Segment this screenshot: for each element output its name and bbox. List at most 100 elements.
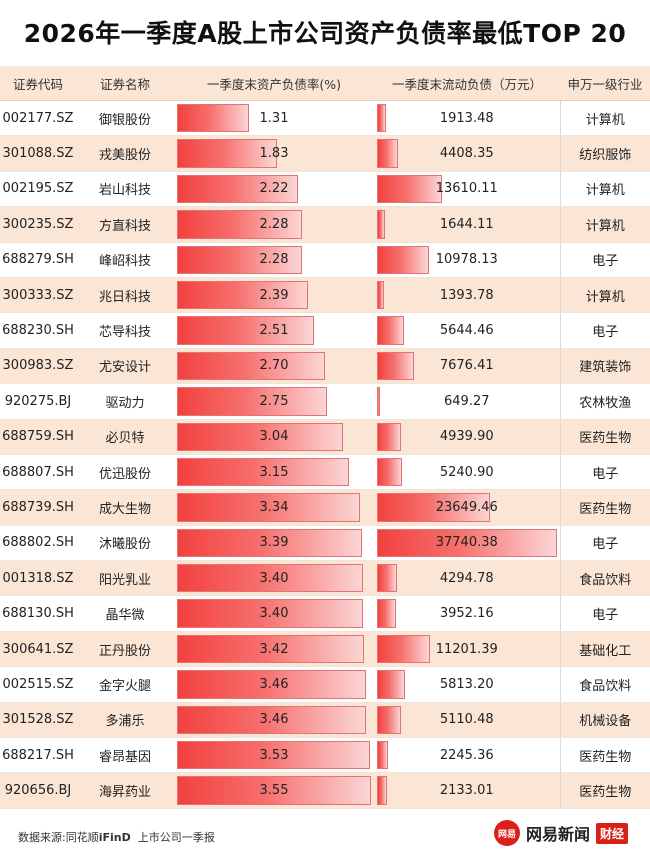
debt-ratio-bar bbox=[177, 245, 302, 274]
cell-industry: 医药生物 bbox=[559, 737, 650, 774]
table-row: 688759.SH 必贝特 3.04 4939.90 医药生物 bbox=[0, 419, 650, 455]
header-name: 证券名称 bbox=[76, 66, 174, 101]
current-liabilities-value: 10978.13 bbox=[435, 252, 498, 268]
current-liabilities-bar bbox=[377, 139, 399, 168]
current-liabilities-bar bbox=[377, 316, 404, 345]
debt-ratio-value: 3.40 bbox=[259, 606, 289, 622]
table-row: 688279.SH 峰岹科技 2.28 10978.13 电子 bbox=[0, 242, 650, 278]
debt-ratio-bar bbox=[177, 316, 315, 345]
debt-ratio-bar bbox=[177, 776, 371, 805]
cell-name: 戎美股份 bbox=[76, 135, 174, 172]
table-row: 688739.SH 成大生物 3.34 23649.46 医药生物 bbox=[0, 489, 650, 526]
table-row: 301528.SZ 多浦乐 3.46 5110.48 机械设备 bbox=[0, 702, 650, 739]
cell-debt-ratio: 3.42 bbox=[174, 631, 374, 668]
current-liabilities-value: 11201.39 bbox=[435, 641, 498, 657]
debt-ratio-value: 2.70 bbox=[259, 358, 289, 374]
cell-debt-ratio: 3.04 bbox=[174, 419, 374, 455]
table-row: 301088.SZ 戎美股份 1.83 4408.35 纺织服饰 bbox=[0, 135, 650, 172]
debt-ratio-value: 2.28 bbox=[259, 216, 289, 232]
cell-code: 688217.SH bbox=[0, 737, 76, 774]
cell-industry: 农林牧渔 bbox=[559, 383, 650, 420]
current-liabilities-bar bbox=[377, 599, 396, 628]
debt-ratio-value: 3.15 bbox=[259, 464, 289, 480]
current-liabilities-value: 4408.35 bbox=[439, 146, 494, 162]
cell-debt-ratio: 3.53 bbox=[174, 737, 374, 774]
cell-current-liabilities: 13610.11 bbox=[374, 171, 560, 208]
data-source-tail: 上市公司一季报 bbox=[137, 831, 215, 844]
cell-name: 晶华微 bbox=[76, 595, 174, 632]
debt-ratio-bar bbox=[177, 210, 302, 239]
debt-ratio-bar bbox=[177, 387, 328, 416]
current-liabilities-value: 2133.01 bbox=[439, 783, 494, 799]
netease-logo-icon: 网易 bbox=[493, 820, 520, 846]
brand-name: 网易新闻 bbox=[525, 825, 590, 844]
cell-name: 沐曦股份 bbox=[76, 525, 174, 562]
cell-industry: 医药生物 bbox=[559, 489, 650, 526]
current-liabilities-bar bbox=[377, 387, 381, 416]
header-current-liabilities: 一季度末流动负债（万元） bbox=[374, 66, 560, 101]
cell-code: 002515.SZ bbox=[0, 666, 76, 703]
cell-name: 兆日科技 bbox=[76, 277, 174, 314]
page-title: 2026年一季度A股上市公司资产负债率最低TOP 20 bbox=[23, 19, 627, 48]
debt-ratio-bar bbox=[177, 741, 370, 770]
debt-ratio-bar bbox=[177, 104, 249, 133]
cell-current-liabilities: 5813.20 bbox=[374, 666, 560, 703]
debt-ratio-value: 3.40 bbox=[259, 570, 289, 586]
cell-code: 002195.SZ bbox=[0, 171, 76, 208]
cell-current-liabilities: 1393.78 bbox=[374, 277, 560, 314]
cell-code: 688230.SH bbox=[0, 312, 76, 349]
table-row: 688802.SH 沐曦股份 3.39 37740.38 电子 bbox=[0, 525, 650, 562]
debt-ratio-bar bbox=[177, 457, 350, 487]
debt-ratio-bar bbox=[177, 280, 308, 310]
cell-code: 300235.SZ bbox=[0, 206, 76, 243]
cell-name: 御银股份 bbox=[76, 100, 174, 137]
cell-debt-ratio: 3.34 bbox=[174, 489, 374, 526]
current-liabilities-value: 4939.90 bbox=[439, 429, 494, 445]
table-row: 920275.BJ 驱动力 2.75 649.27 农林牧渔 bbox=[0, 383, 650, 420]
debt-ratio-bar bbox=[177, 174, 299, 204]
cell-name: 峰岹科技 bbox=[76, 242, 174, 278]
current-liabilities-bar bbox=[377, 564, 398, 593]
data-source-label: 数据来源:同花顺 bbox=[18, 831, 99, 844]
cell-current-liabilities: 5644.46 bbox=[374, 312, 560, 349]
cell-debt-ratio: 2.75 bbox=[174, 383, 374, 420]
cell-code: 920275.BJ bbox=[0, 383, 76, 420]
current-liabilities-bar bbox=[377, 528, 557, 558]
cell-current-liabilities: 649.27 bbox=[374, 383, 560, 420]
cell-name: 必贝特 bbox=[76, 419, 174, 455]
cell-debt-ratio: 3.55 bbox=[174, 772, 374, 809]
current-liabilities-value: 3952.16 bbox=[439, 606, 494, 622]
current-liabilities-value: 23649.46 bbox=[435, 499, 498, 515]
debt-ratio-value: 2.22 bbox=[259, 181, 289, 197]
table-row: 688130.SH 晶华微 3.40 3952.16 电子 bbox=[0, 595, 650, 632]
data-source-brand: iFinD bbox=[98, 831, 131, 844]
current-liabilities-bar bbox=[377, 174, 442, 204]
current-liabilities-bar bbox=[377, 104, 387, 133]
cell-industry: 医药生物 bbox=[559, 772, 650, 809]
table-row: 002177.SZ 御银股份 1.31 1913.48 计算机 bbox=[0, 100, 650, 137]
current-liabilities-bar bbox=[377, 280, 384, 310]
current-liabilities-bar bbox=[377, 776, 388, 805]
cell-debt-ratio: 2.28 bbox=[174, 242, 374, 278]
debt-ratio-bar bbox=[177, 139, 277, 168]
cell-debt-ratio: 2.51 bbox=[174, 312, 374, 349]
debt-ratio-value: 2.28 bbox=[259, 252, 289, 268]
cell-code: 688739.SH bbox=[0, 489, 76, 526]
cell-code: 300333.SZ bbox=[0, 277, 76, 314]
cell-industry: 机械设备 bbox=[559, 702, 650, 739]
cell-industry: 基础化工 bbox=[559, 631, 650, 668]
debt-ratio-value: 1.83 bbox=[259, 146, 289, 162]
header-code: 证券代码 bbox=[0, 66, 76, 101]
debt-ratio-value: 3.34 bbox=[259, 499, 289, 515]
current-liabilities-bar bbox=[377, 351, 414, 381]
cell-current-liabilities: 37740.38 bbox=[374, 525, 560, 562]
table-row: 300983.SZ 尤安设计 2.70 7676.41 建筑装饰 bbox=[0, 348, 650, 385]
debt-ratio-value: 3.04 bbox=[259, 429, 289, 445]
cell-code: 002177.SZ bbox=[0, 100, 76, 137]
cell-current-liabilities: 4939.90 bbox=[374, 419, 560, 455]
table-row: 688230.SH 芯导科技 2.51 5644.46 电子 bbox=[0, 312, 650, 349]
data-source-note: 数据来源:同花顺iFinD 上市公司一季报 bbox=[18, 829, 215, 845]
cell-debt-ratio: 1.31 bbox=[174, 100, 374, 137]
debt-ratio-bar bbox=[177, 564, 363, 593]
cell-code: 301528.SZ bbox=[0, 702, 76, 739]
